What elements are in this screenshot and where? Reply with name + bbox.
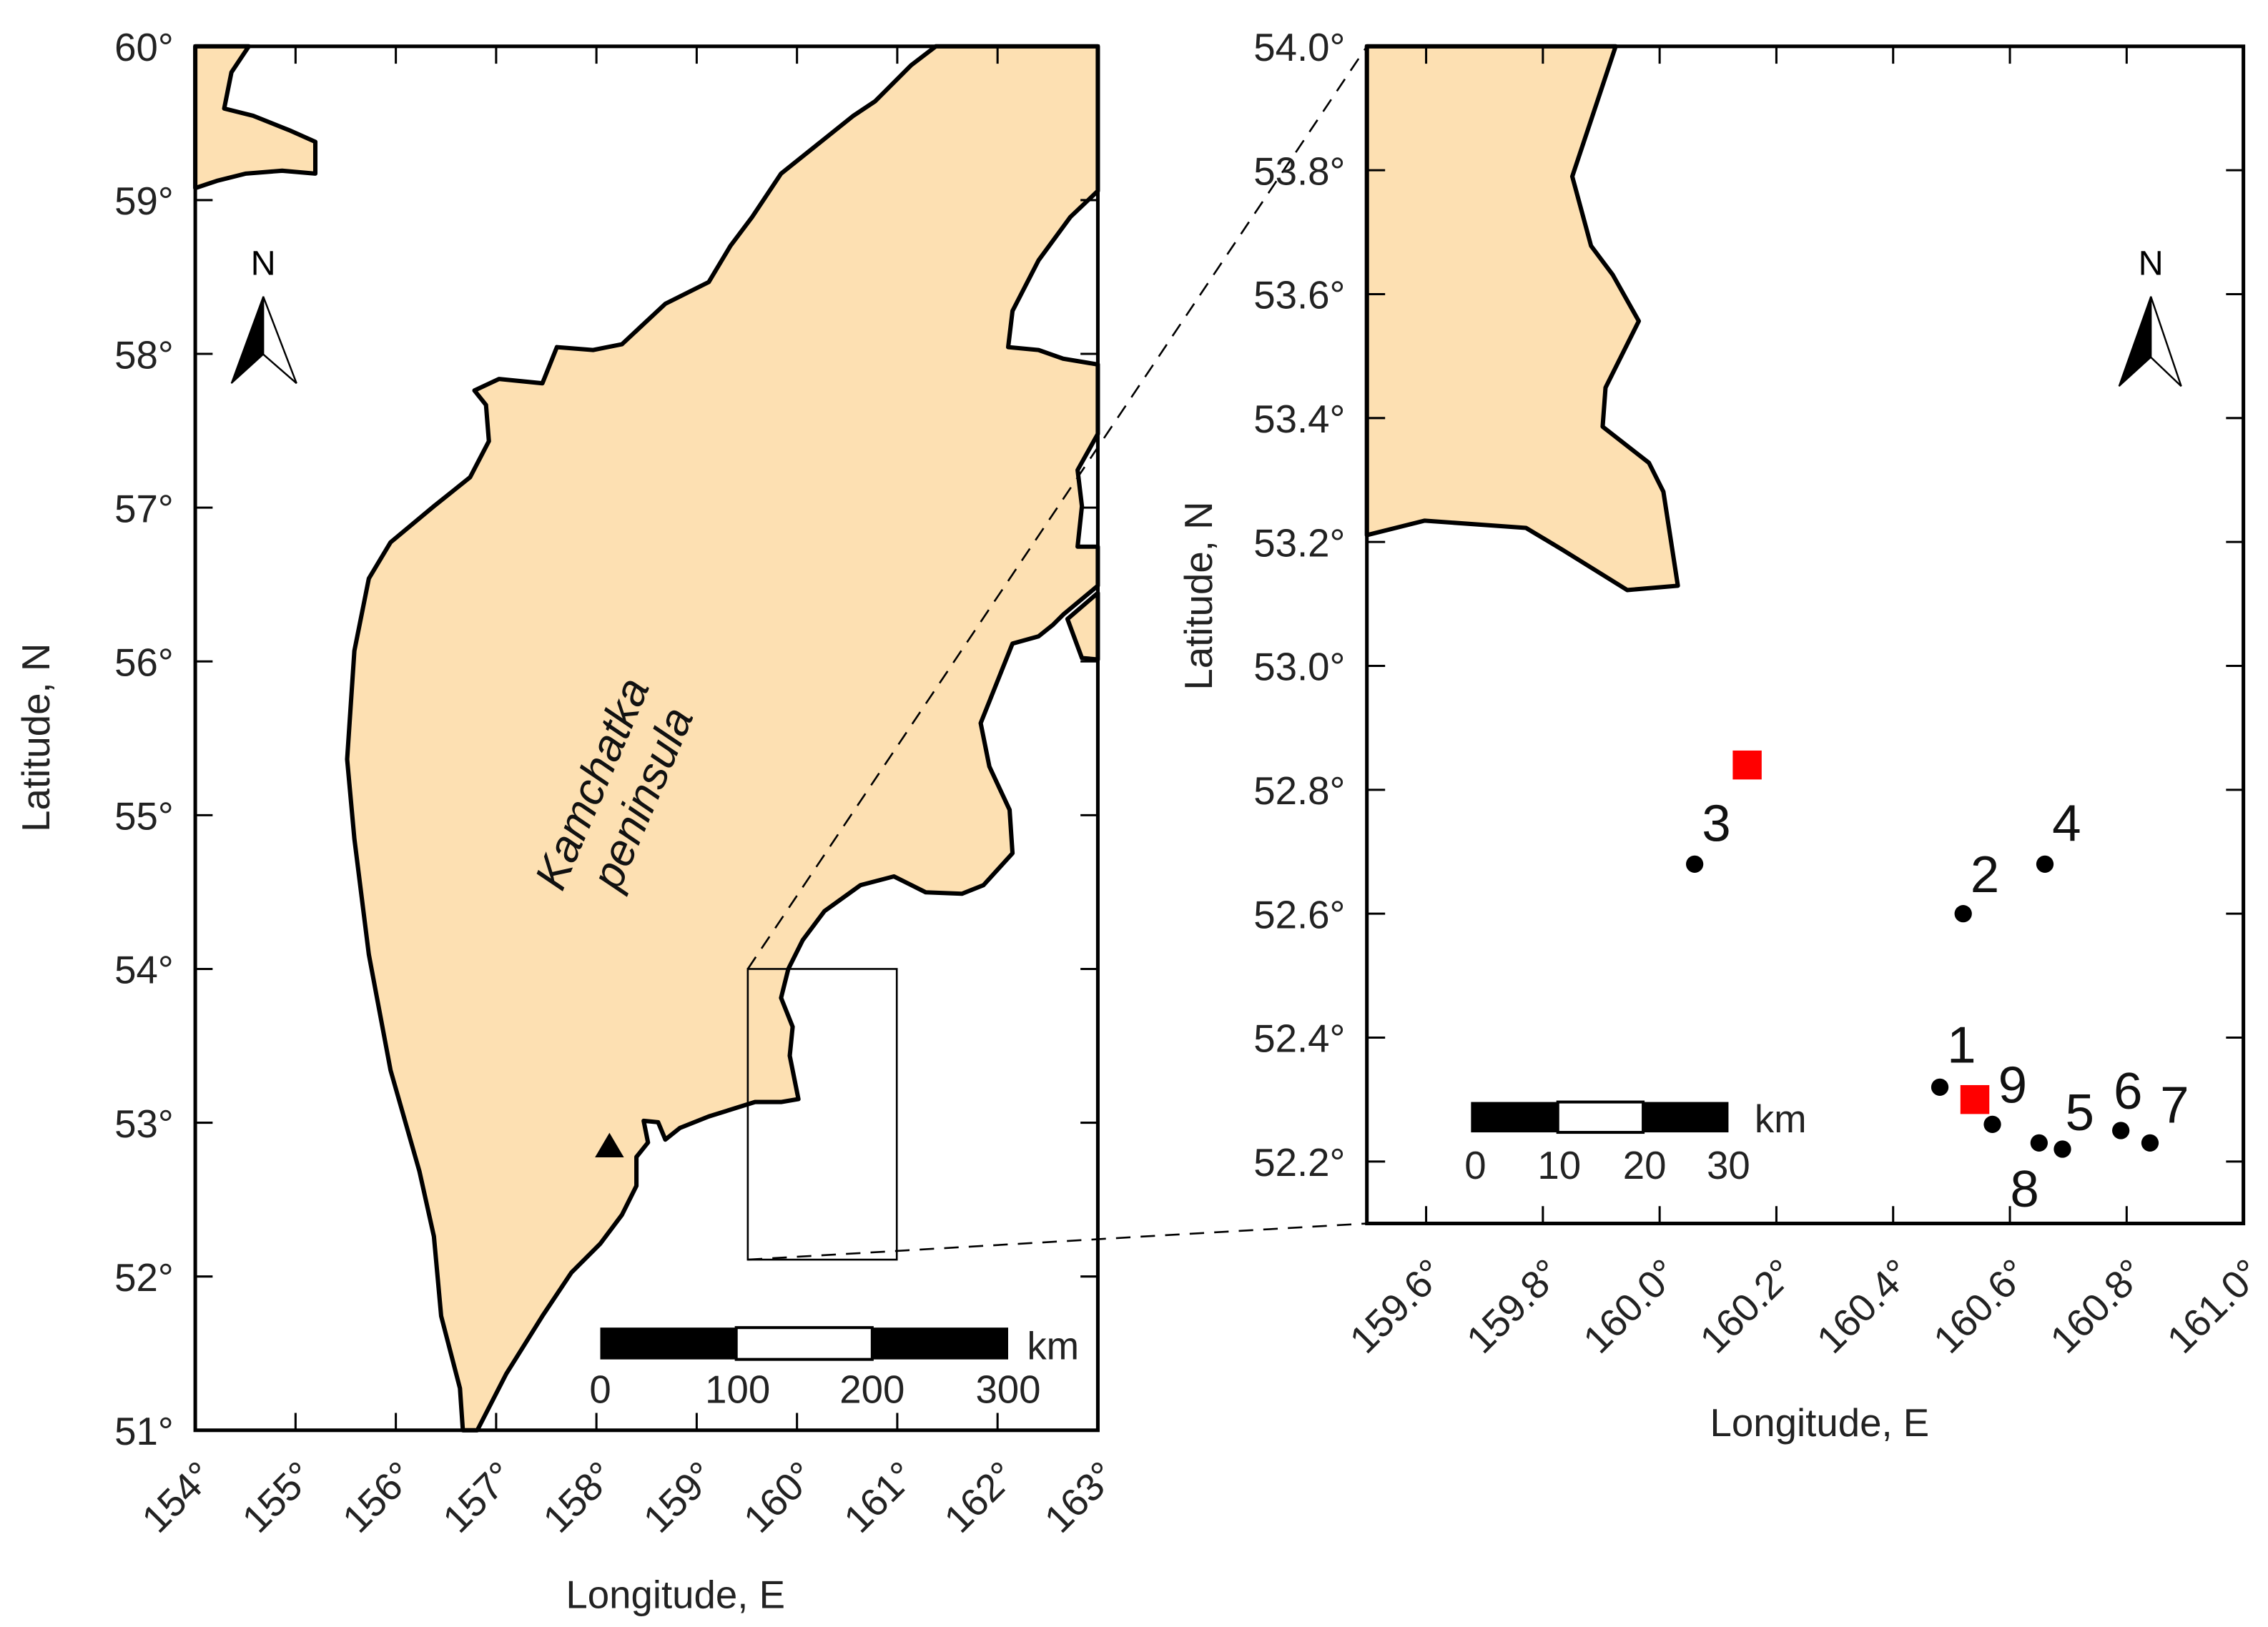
scale-label-30: 30 — [1707, 1144, 1750, 1187]
scale-label-20: 20 — [1623, 1144, 1667, 1187]
site-label: 4 — [2052, 794, 2081, 852]
site-point — [1931, 1078, 1949, 1096]
y-tick-label: 51° — [114, 1410, 174, 1453]
scale-label-0: 0 — [589, 1368, 611, 1411]
land-top-left — [193, 44, 318, 191]
site-label: 6 — [2114, 1062, 2142, 1120]
x-tick-label: 155° — [234, 1453, 322, 1541]
y-tick-label: 54° — [114, 949, 174, 992]
x-tick-label: 157° — [435, 1453, 523, 1541]
x-tick-label: 160.4° — [1808, 1251, 1919, 1362]
y-tick-label: 60° — [114, 26, 174, 69]
x-tick-label: 160.2° — [1692, 1251, 1803, 1362]
overview-map: 154° 155° 156° 157° 158° 159° 160° 161° 162° 163°… — [14, 26, 1124, 1617]
inset-connector-top — [746, 46, 1368, 970]
overview-x-axis-title: Longitude, E — [566, 1573, 785, 1617]
site-point — [2141, 1134, 2159, 1152]
inset-connector-bottom — [747, 1222, 1367, 1261]
site-label: 1 — [1947, 1016, 1976, 1074]
y-tick-label: 52° — [114, 1256, 174, 1300]
x-tick-label: 161.0° — [2159, 1251, 2268, 1362]
x-tick-label: 158° — [535, 1453, 623, 1541]
x-tick-label: 159.8° — [1458, 1251, 1569, 1362]
y-tick-label: 53.6° — [1253, 274, 1345, 317]
site-label: 9 — [1998, 1056, 2028, 1114]
scale-unit: km — [1027, 1325, 1079, 1368]
y-tick-label: 55° — [114, 795, 174, 839]
y-tick-label: 52.6° — [1253, 893, 1345, 936]
y-tick-label: 53.0° — [1253, 646, 1345, 689]
scale-unit: km — [1755, 1097, 1807, 1141]
site-point — [1954, 905, 1972, 923]
x-tick-label: 160° — [735, 1453, 823, 1541]
x-tick-label: 161° — [836, 1453, 924, 1541]
y-tick-label: 57° — [114, 487, 174, 530]
detail-north-arrow: N — [2118, 244, 2182, 387]
overview-frame — [193, 44, 1100, 1433]
detail-x-axis-title: Longitude, E — [1710, 1401, 1930, 1445]
y-tick-label: 52.2° — [1253, 1141, 1345, 1185]
x-tick-label: 162° — [936, 1453, 1024, 1541]
site-point — [2036, 855, 2054, 873]
x-tick-label: 160.6° — [1926, 1251, 2036, 1362]
scale-label-300: 300 — [975, 1368, 1040, 1411]
y-tick-label: 52.4° — [1253, 1017, 1345, 1061]
y-tick-label: 53.4° — [1253, 397, 1345, 441]
overview-y-axis-title: Latitude, N — [14, 643, 58, 832]
site-point — [2030, 1134, 2048, 1152]
inset-extent-box — [746, 968, 898, 1261]
site-point — [1685, 855, 1704, 873]
site-label: 3 — [1702, 794, 1731, 852]
x-tick-label: 163° — [1036, 1453, 1124, 1541]
north-arrow-icon — [230, 296, 265, 384]
y-tick-label: 53.2° — [1253, 521, 1345, 565]
station-square-marker — [1732, 750, 1762, 780]
detail-sites: 1 2 3 4 5 6 7 8 9 — [1685, 750, 2189, 1218]
north-label: N — [2139, 244, 2164, 282]
y-tick-label: 53.8° — [1253, 149, 1345, 193]
site-point — [2053, 1140, 2071, 1158]
scale-label-100: 100 — [705, 1368, 770, 1411]
site-point — [1983, 1115, 2001, 1133]
x-tick-label: 160.8° — [2042, 1251, 2153, 1362]
site-label: 5 — [2066, 1084, 2095, 1142]
y-tick-label: 58° — [114, 333, 174, 377]
north-arrow-icon-right — [262, 296, 297, 385]
volcano-triangle-marker — [595, 1132, 624, 1158]
x-tick-label: 159° — [635, 1453, 723, 1541]
x-tick-label: 160.0° — [1575, 1251, 1686, 1362]
scale-label-10: 10 — [1537, 1144, 1581, 1187]
overview-scale-bar: 0 100 200 300 km — [589, 1325, 1079, 1412]
detail-y-axis-title: Latitude, N — [1177, 501, 1221, 690]
y-tick-label: 59° — [114, 179, 174, 223]
overview-north-arrow: N — [230, 244, 297, 385]
scale-label-0: 0 — [1464, 1144, 1486, 1187]
north-arrow-icon-right — [2149, 296, 2182, 387]
site-point — [2112, 1122, 2130, 1139]
site-label: 7 — [2160, 1077, 2189, 1134]
detail-landmass — [1364, 44, 1680, 593]
station-square-marker — [1960, 1084, 1990, 1114]
detail-scale-bar: 0 10 20 30 km — [1464, 1097, 1806, 1187]
y-tick-label: 56° — [114, 641, 174, 684]
site-label: 2 — [1971, 846, 2000, 904]
y-tick-label: 52.8° — [1253, 769, 1345, 813]
x-tick-label: 159.6° — [1341, 1251, 1452, 1362]
x-tick-label: 156° — [334, 1453, 422, 1541]
site-label: 8 — [2010, 1160, 2039, 1218]
detail-map: 159.6° 159.8° 160.0° 160.2° 160.4° 160.6° 160.… — [1177, 26, 2268, 1445]
y-tick-label: 53° — [114, 1102, 174, 1146]
kamchatka-landmass — [345, 44, 1100, 1433]
north-label: N — [251, 244, 276, 282]
x-tick-label: 154° — [134, 1453, 222, 1541]
y-tick-label: 54.0° — [1253, 26, 1345, 69]
scale-label-200: 200 — [839, 1368, 904, 1411]
detail-frame — [1365, 44, 2246, 1226]
